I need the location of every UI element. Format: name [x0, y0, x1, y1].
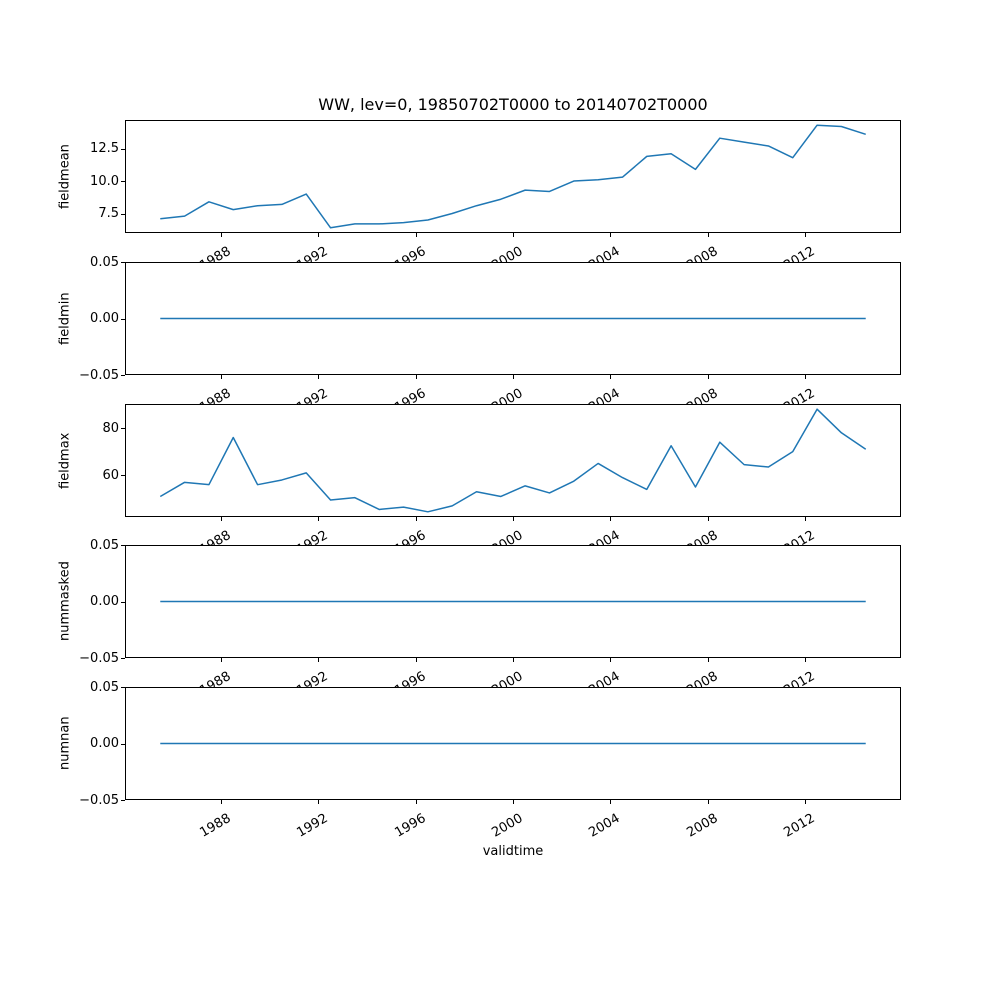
y-tick [121, 658, 125, 659]
x-tick [513, 233, 514, 237]
x-tick [221, 658, 223, 662]
x-tick [707, 517, 709, 521]
x-tick [415, 800, 417, 804]
x-tick [221, 375, 223, 379]
y-tick-label: 0.05 [90, 537, 119, 553]
x-tick [610, 375, 612, 379]
x-tick-label: 2000 [489, 811, 526, 841]
y-tick [121, 428, 125, 430]
x-tick [707, 233, 709, 237]
x-tick [221, 517, 223, 521]
y-tick [121, 545, 125, 546]
y-tick-label: 7.5 [98, 206, 119, 221]
x-tick [415, 375, 417, 379]
x-tick [318, 800, 320, 804]
x-tick [610, 800, 612, 804]
plot-area [159, 408, 867, 513]
x-tick [513, 800, 514, 804]
x-tick [707, 800, 709, 804]
plot-area [160, 317, 866, 320]
x-tick [610, 233, 612, 237]
x-tick [513, 517, 514, 521]
y-tick [121, 181, 125, 182]
y-tick-label: 0.05 [90, 679, 119, 695]
y-tick [121, 262, 125, 263]
y-tick [121, 743, 125, 745]
x-tick [513, 375, 514, 379]
y-tick-label: −0.05 [79, 367, 119, 383]
y-tick-label: 10.0 [90, 173, 119, 189]
x-tick [610, 517, 612, 521]
y-tick [121, 148, 125, 150]
plot-area [160, 600, 866, 603]
x-tick-label: 2004 [586, 811, 623, 841]
y-tick [121, 475, 125, 477]
y-tick-label: −0.05 [79, 650, 119, 666]
y-tick [121, 800, 125, 801]
data-line-fieldmean [160, 124, 866, 229]
plot-area [160, 742, 866, 745]
y-tick [121, 318, 125, 320]
y-tick-label: 60 [102, 467, 119, 483]
x-tick [804, 375, 806, 379]
x-axis-label: validtime [482, 844, 544, 859]
x-tick-label: 1988 [197, 811, 234, 841]
x-tick [318, 658, 320, 662]
y-tick-label: −0.05 [79, 792, 119, 808]
panel-fieldmean: fieldmean 7.5 10.0 12.5 1988 1992 1996 2000 200… [58, 120, 901, 274]
y-tick-label: 0.05 [90, 254, 119, 270]
x-tick-label: 2012 [781, 811, 818, 841]
panel-fieldmin: fieldmin −0.05 0.00 0.05 1988 1992 1996 2000 20… [58, 255, 901, 416]
y-tick [121, 687, 125, 688]
x-tick [707, 658, 709, 662]
x-tick [707, 375, 709, 379]
x-tick [804, 658, 806, 662]
x-tick [221, 233, 223, 237]
y-tick-label: 80 [102, 420, 119, 436]
y-tick-label: 0.00 [90, 311, 119, 326]
y-tick [121, 213, 125, 215]
plot-area [160, 124, 866, 229]
y-tick-label: 12.5 [90, 141, 119, 157]
x-tick-label: 1996 [392, 811, 429, 841]
y-tick-label: 0.00 [90, 736, 119, 751]
x-tick-label: 2008 [683, 811, 721, 841]
y-tick-label: 0.00 [90, 594, 119, 609]
x-tick [415, 658, 417, 662]
y-tick [121, 601, 125, 603]
x-tick [513, 658, 514, 662]
x-tick [804, 517, 806, 521]
panel-nummasked: nummasked −0.05 0.00 0.05 1988 1992 1996 2000 2… [58, 538, 901, 699]
x-tick [318, 233, 320, 237]
chart-title: WW, lev=0, 19850702T0000 to 20140702T000… [318, 95, 708, 114]
x-tick [221, 800, 223, 804]
panel-numnan: numnan −0.05 0.00 0.05 1988 1992 1996 2000 2004… [58, 680, 901, 841]
x-tick [415, 517, 417, 521]
x-tick [318, 517, 320, 521]
x-tick [610, 658, 612, 662]
x-tick [318, 375, 320, 379]
y-tick [121, 375, 125, 376]
x-tick [804, 800, 806, 804]
data-line-fieldmax [159, 408, 867, 513]
panel-fieldmax: fieldmax 60 80 1988 1992 1996 2000 2004 2008 201… [58, 404, 901, 558]
x-tick [415, 233, 417, 237]
x-tick-label: 1992 [294, 811, 331, 841]
x-tick [804, 233, 806, 237]
